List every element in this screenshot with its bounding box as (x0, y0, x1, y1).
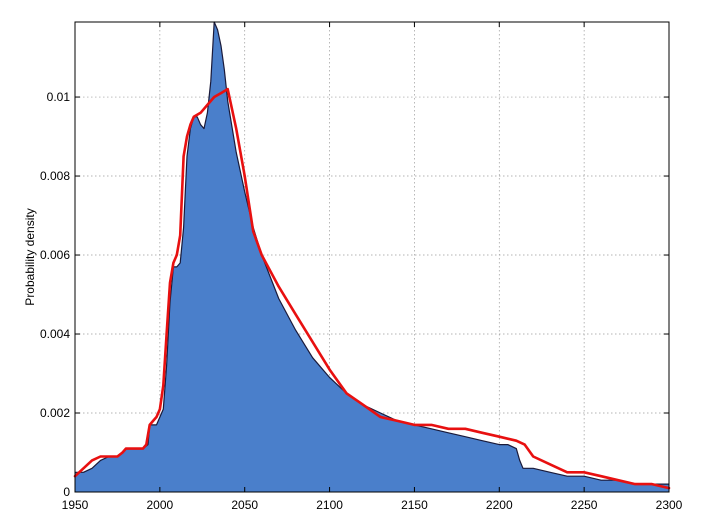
axes-frame (74, 21, 670, 493)
x-tick-label: 2050 (231, 498, 258, 512)
density-area (75, 22, 669, 492)
y-axis-label: Probability density (23, 208, 37, 305)
y-tick-label: 0.006 (40, 248, 70, 262)
series-layer (73, 21, 671, 492)
y-tick-label: 0.002 (40, 406, 70, 420)
x-tick-label: 1950 (62, 498, 89, 512)
x-tick-label: 2300 (656, 498, 683, 512)
fit-line (73, 87, 671, 490)
ticks: 1950 2000 2050 2100 2150 2200 2250 2300 0 0.002 0.… (40, 22, 683, 512)
y-tick-label: 0 (63, 485, 70, 499)
x-tick-label: 2100 (316, 498, 343, 512)
y-tick-label: 0.004 (40, 327, 70, 341)
x-tick-label: 2000 (147, 498, 174, 512)
x-tick-label: 2250 (571, 498, 598, 512)
x-tick-label: 2150 (401, 498, 428, 512)
y-tick-label: 0.01 (47, 90, 71, 104)
y-tick-label: 0.008 (40, 169, 70, 183)
x-tick-label: 2200 (486, 498, 513, 512)
